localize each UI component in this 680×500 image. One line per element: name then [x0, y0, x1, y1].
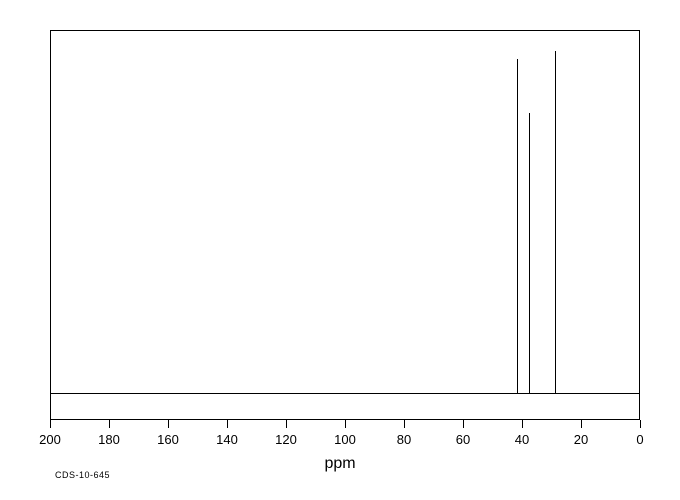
x-tick [168, 420, 169, 428]
peak [529, 113, 530, 394]
x-tick-label: 160 [157, 432, 179, 447]
x-tick-label: 20 [574, 432, 588, 447]
peak [517, 59, 518, 394]
x-tick-label: 180 [98, 432, 120, 447]
x-tick [109, 420, 110, 428]
x-tick-label: 100 [334, 432, 356, 447]
x-tick-label: 200 [39, 432, 61, 447]
x-tick [640, 420, 641, 428]
x-tick [581, 420, 582, 428]
x-tick-label: 40 [515, 432, 529, 447]
x-tick [50, 420, 51, 428]
x-axis-label: ppm [324, 455, 355, 473]
x-tick-label: 0 [636, 432, 643, 447]
x-tick [404, 420, 405, 428]
sample-id: CDS-10-645 [55, 470, 110, 480]
x-tick-label: 140 [216, 432, 238, 447]
nmr-chart [50, 30, 640, 420]
x-tick [463, 420, 464, 428]
x-tick [522, 420, 523, 428]
x-tick-label: 120 [275, 432, 297, 447]
x-tick [227, 420, 228, 428]
baseline [51, 393, 639, 394]
x-tick [345, 420, 346, 428]
x-tick-label: 60 [456, 432, 470, 447]
x-axis: 200180160140120100806040200 [50, 420, 640, 460]
plot-area [50, 30, 640, 420]
peak [555, 51, 556, 394]
x-tick-label: 80 [397, 432, 411, 447]
x-tick [286, 420, 287, 428]
